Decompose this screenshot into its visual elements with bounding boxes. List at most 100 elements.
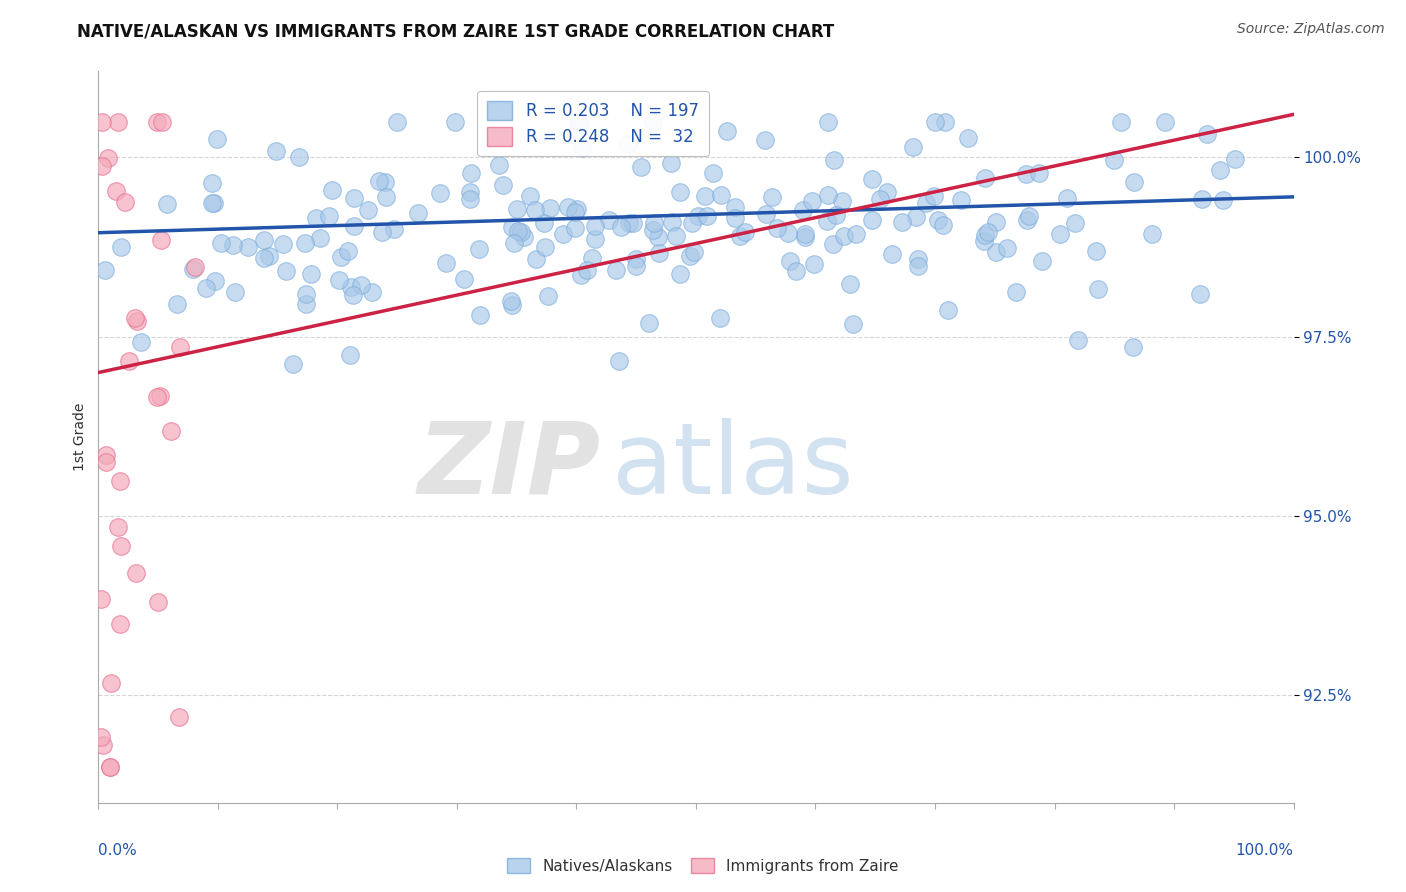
Point — [936, 303, 959, 318]
Point — [779, 254, 801, 268]
Point — [1122, 340, 1144, 354]
Point — [253, 251, 276, 265]
Point — [114, 195, 136, 210]
Point — [1154, 114, 1177, 128]
Point — [357, 203, 380, 218]
Point — [860, 172, 883, 186]
Point — [374, 175, 396, 189]
Point — [533, 216, 555, 230]
Point — [537, 289, 560, 303]
Point — [194, 281, 217, 295]
Point — [934, 114, 956, 128]
Point — [637, 316, 659, 330]
Point — [184, 260, 207, 275]
Point — [776, 226, 799, 240]
Point — [824, 208, 846, 222]
Point — [236, 240, 259, 254]
Point — [927, 212, 949, 227]
Point — [205, 132, 228, 146]
Point — [453, 272, 475, 286]
Point — [509, 225, 531, 239]
Point — [1140, 227, 1163, 241]
Point — [375, 190, 398, 204]
Point — [281, 357, 304, 371]
Point — [575, 263, 598, 277]
Point — [1087, 282, 1109, 296]
Point — [678, 249, 700, 263]
Point — [501, 298, 523, 312]
Point — [488, 158, 510, 172]
Point — [167, 710, 190, 724]
Point — [682, 244, 704, 259]
Point — [329, 250, 352, 264]
Point — [534, 239, 557, 253]
Point — [538, 201, 561, 215]
Point — [181, 262, 204, 277]
Point — [973, 234, 995, 248]
Point — [617, 216, 640, 230]
Point — [724, 200, 747, 214]
Point — [343, 219, 366, 233]
Point — [643, 114, 665, 128]
Point — [146, 595, 169, 609]
Point — [108, 616, 131, 631]
Legend: R = 0.203    N = 197, R = 0.248    N =  32: R = 0.203 N = 197, R = 0.248 N = 32 — [477, 91, 709, 156]
Point — [360, 285, 382, 299]
Point — [271, 237, 294, 252]
Point — [977, 226, 1000, 240]
Point — [564, 221, 586, 235]
Point — [907, 259, 929, 273]
Point — [444, 114, 467, 128]
Point — [91, 114, 114, 128]
Point — [834, 229, 856, 244]
Point — [890, 215, 912, 229]
Point — [876, 186, 898, 200]
Point — [624, 260, 647, 274]
Point — [107, 519, 129, 533]
Point — [406, 206, 429, 220]
Point — [761, 190, 783, 204]
Point — [274, 263, 297, 277]
Y-axis label: 1st Grade: 1st Grade — [73, 403, 87, 471]
Point — [724, 211, 747, 226]
Point — [702, 166, 724, 180]
Point — [860, 212, 883, 227]
Point — [1064, 216, 1087, 230]
Point — [1067, 333, 1090, 347]
Point — [104, 185, 127, 199]
Point — [368, 173, 391, 187]
Point — [755, 207, 778, 221]
Point — [110, 539, 132, 553]
Point — [792, 202, 814, 217]
Point — [524, 202, 547, 217]
Text: 0.0%: 0.0% — [98, 843, 138, 858]
Point — [108, 475, 131, 489]
Point — [974, 227, 997, 242]
Point — [224, 285, 246, 299]
Point — [468, 242, 491, 256]
Point — [754, 133, 776, 147]
Point — [100, 676, 122, 690]
Point — [492, 178, 515, 192]
Point — [696, 209, 718, 223]
Point — [581, 251, 603, 265]
Point — [995, 241, 1018, 255]
Point — [209, 236, 232, 251]
Point — [1049, 227, 1071, 241]
Point — [257, 249, 280, 263]
Point — [1189, 287, 1212, 301]
Point — [831, 194, 853, 208]
Point — [647, 229, 669, 244]
Point — [1056, 191, 1078, 205]
Point — [519, 188, 541, 202]
Point — [630, 160, 652, 174]
Point — [1195, 128, 1218, 142]
Point — [986, 215, 1008, 229]
Point — [598, 212, 620, 227]
Point — [253, 233, 276, 247]
Point — [664, 228, 686, 243]
Point — [299, 267, 322, 281]
Point — [607, 354, 630, 368]
Text: Source: ZipAtlas.com: Source: ZipAtlas.com — [1237, 22, 1385, 37]
Point — [149, 233, 172, 247]
